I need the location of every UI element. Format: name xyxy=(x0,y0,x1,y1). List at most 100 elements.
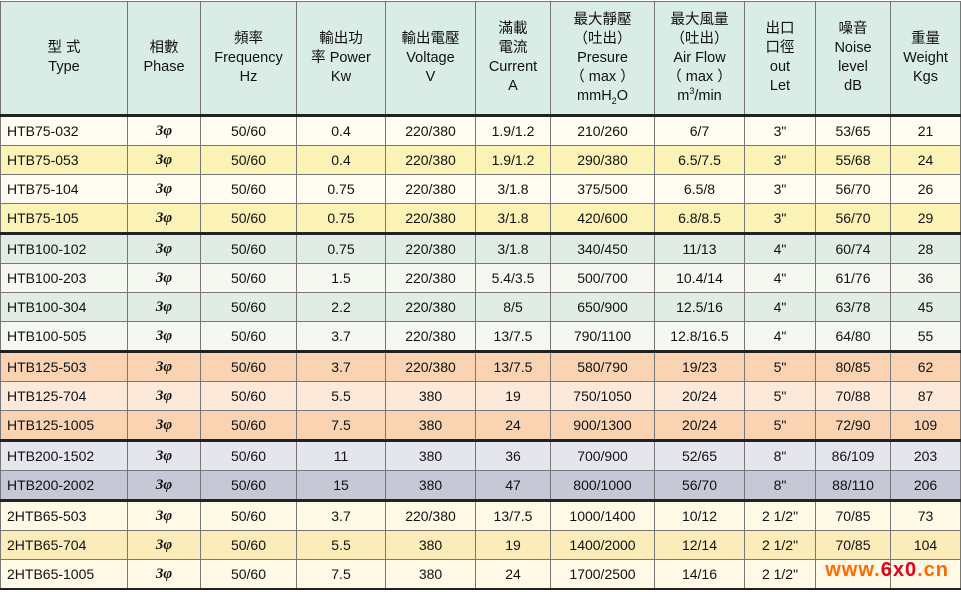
table-row: HTB100-203 3φ 50/60 1.5 220/380 5.4/3.5 500/70… xyxy=(0,263,961,293)
cell-type: 2HTB65-704 xyxy=(0,530,128,560)
cell-weight: 104 xyxy=(890,530,961,560)
cell-current: 8/5 xyxy=(475,292,551,322)
cell-power: 2.2 xyxy=(296,292,386,322)
cell-outlet: 4" xyxy=(744,263,816,293)
cell-pressure: 340/450 xyxy=(550,232,655,264)
cell-noise: 53/65 xyxy=(815,115,891,146)
cell-current: 13/7.5 xyxy=(475,499,551,531)
cell-noise: 80/85 xyxy=(815,350,891,382)
cell-freq: 50/60 xyxy=(200,174,297,204)
table-row: HTB125-1005 3φ 50/60 7.5 380 24 900/1300 20/24 5… xyxy=(0,410,961,441)
cell-noise: 88/110 xyxy=(815,470,891,501)
cell-current: 47 xyxy=(475,470,551,501)
cell-pressure: 700/900 xyxy=(550,439,655,471)
table-row: HTB75-053 3φ 50/60 0.4 220/380 1.9/1.2 290/380… xyxy=(0,145,961,175)
cell-current: 1.9/1.2 xyxy=(475,115,551,146)
watermark: www.6x0.cn xyxy=(825,559,949,581)
cell-freq: 50/60 xyxy=(200,350,297,382)
cell-weight: 36 xyxy=(890,263,961,293)
cell-weight: 62 xyxy=(890,350,961,382)
cell-power: 5.5 xyxy=(296,530,386,560)
cell-weight: 203 xyxy=(890,439,961,471)
cell-type: 2HTB65-1005 xyxy=(0,559,128,590)
cell-outlet: 4" xyxy=(744,292,816,322)
table-row: HTB75-104 3φ 50/60 0.75 220/380 3/1.8 375/500 6… xyxy=(0,174,961,204)
cell-pressure: 1700/2500 xyxy=(550,559,655,590)
cell-type: HTB100-505 xyxy=(0,321,128,352)
cell-current: 13/7.5 xyxy=(475,321,551,352)
cell-current: 36 xyxy=(475,439,551,471)
cell-noise: 70/85 xyxy=(815,530,891,560)
cell-outlet: 8" xyxy=(744,470,816,501)
cell-noise: 86/109 xyxy=(815,439,891,471)
cell-current: 19 xyxy=(475,381,551,411)
table-row: HTB75-105 3φ 50/60 0.75 220/380 3/1.8 420/600 6… xyxy=(0,203,961,234)
cell-phase: 3φ xyxy=(127,174,201,204)
cell-outlet: 4" xyxy=(744,321,816,352)
cell-phase: 3φ xyxy=(127,559,201,590)
cell-noise: 55/68 xyxy=(815,145,891,175)
cell-type: HTB125-503 xyxy=(0,350,128,382)
cell-current: 1.9/1.2 xyxy=(475,145,551,175)
cell-airflow: 19/23 xyxy=(654,350,745,382)
cell-voltage: 220/380 xyxy=(385,145,476,175)
cell-voltage: 220/380 xyxy=(385,499,476,531)
cell-freq: 50/60 xyxy=(200,499,297,531)
cell-weight: 26 xyxy=(890,174,961,204)
header-frequency: 頻率 Frequency Hz xyxy=(200,1,297,117)
header-noise: 噪音 Noise level dB xyxy=(815,1,891,117)
cell-weight: 87 xyxy=(890,381,961,411)
table-row: HTB200-1502 3φ 50/60 11 380 36 700/900 52/65 8" 8… xyxy=(0,439,961,471)
cell-power: 0.75 xyxy=(296,174,386,204)
cell-voltage: 220/380 xyxy=(385,263,476,293)
cell-type: HTB100-102 xyxy=(0,232,128,264)
cell-voltage: 220/380 xyxy=(385,203,476,234)
cell-outlet: 5" xyxy=(744,381,816,411)
cell-airflow: 20/24 xyxy=(654,381,745,411)
cell-weight: 29 xyxy=(890,203,961,234)
cell-airflow: 52/65 xyxy=(654,439,745,471)
cell-pressure: 1400/2000 xyxy=(550,530,655,560)
cell-phase: 3φ xyxy=(127,292,201,322)
cell-power: 11 xyxy=(296,439,386,471)
cell-pressure: 790/1100 xyxy=(550,321,655,352)
cell-noise xyxy=(815,559,891,590)
cell-phase: 3φ xyxy=(127,470,201,501)
table-row: HTB125-704 3φ 50/60 5.5 380 19 750/1050 20/24 5"… xyxy=(0,381,961,411)
cell-voltage: 220/380 xyxy=(385,350,476,382)
cell-current: 13/7.5 xyxy=(475,350,551,382)
cell-current: 3/1.8 xyxy=(475,232,551,264)
cell-power: 15 xyxy=(296,470,386,501)
cell-airflow: 14/16 xyxy=(654,559,745,590)
cell-outlet: 3" xyxy=(744,145,816,175)
cell-voltage: 380 xyxy=(385,439,476,471)
cell-phase: 3φ xyxy=(127,530,201,560)
cell-weight: 28 xyxy=(890,232,961,264)
cell-freq: 50/60 xyxy=(200,321,297,352)
header-current: 滿載 電流 Current A xyxy=(475,1,551,117)
cell-weight: 24 xyxy=(890,145,961,175)
cell-outlet: 8" xyxy=(744,439,816,471)
cell-freq: 50/60 xyxy=(200,292,297,322)
table-row: 2HTB65-1005 3φ 50/60 7.5 380 24 1700/2500 14/16… xyxy=(0,559,961,590)
cell-airflow: 6.5/7.5 xyxy=(654,145,745,175)
table-row: HTB100-505 3φ 50/60 3.7 220/380 13/7.5 790/110… xyxy=(0,321,961,352)
cell-voltage: 380 xyxy=(385,559,476,590)
cell-weight xyxy=(890,559,961,590)
cell-phase: 3φ xyxy=(127,439,201,471)
cell-noise: 64/80 xyxy=(815,321,891,352)
cell-current: 5.4/3.5 xyxy=(475,263,551,293)
cell-airflow: 10/12 xyxy=(654,499,745,531)
cell-noise: 56/70 xyxy=(815,203,891,234)
cell-pressure: 900/1300 xyxy=(550,410,655,441)
cell-type: HTB75-032 xyxy=(0,115,128,146)
cell-freq: 50/60 xyxy=(200,263,297,293)
cell-pressure: 1000/1400 xyxy=(550,499,655,531)
header-weight: 重量 Weight Kgs xyxy=(890,1,961,117)
cell-current: 19 xyxy=(475,530,551,560)
cell-freq: 50/60 xyxy=(200,559,297,590)
cell-voltage: 380 xyxy=(385,410,476,441)
cell-type: HTB100-203 xyxy=(0,263,128,293)
cell-outlet: 2 1/2" xyxy=(744,559,816,590)
